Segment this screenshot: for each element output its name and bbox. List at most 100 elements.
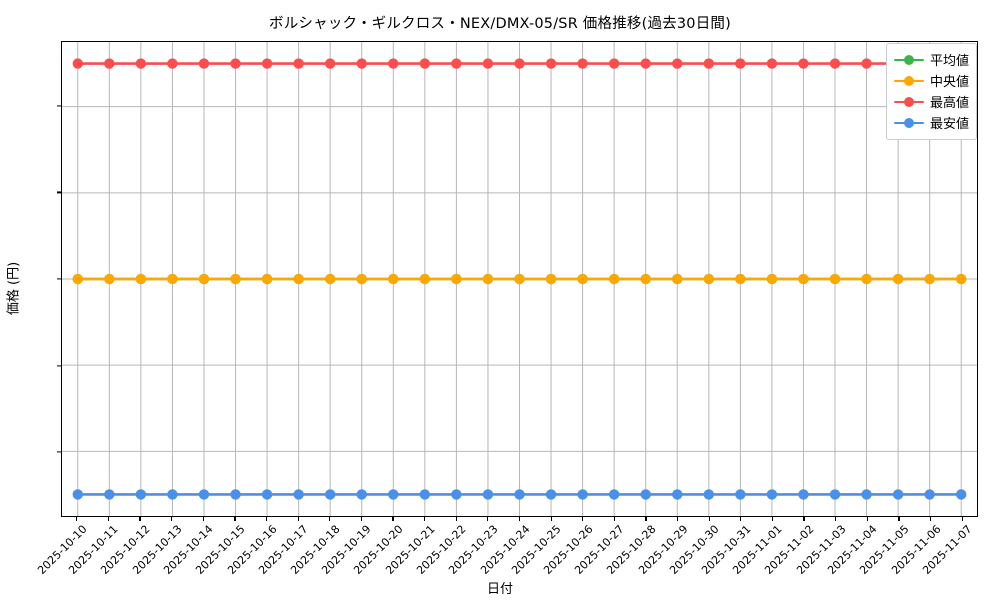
- y-axis-tick-mark: [57, 191, 61, 194]
- y-axis-label: 価格 (円): [6, 261, 22, 316]
- data-point-marker: [135, 58, 147, 69]
- y-axis-tick-mark: [57, 278, 61, 280]
- legend-label: 最高値: [930, 96, 970, 111]
- data-point-marker: [167, 273, 178, 285]
- data-point-marker: [451, 489, 462, 500]
- data-point-marker: [766, 58, 778, 69]
- plot-area: [61, 41, 978, 517]
- data-point-marker: [703, 58, 714, 69]
- data-point-marker: [167, 58, 178, 69]
- data-point-marker: [135, 273, 147, 285]
- data-point-marker: [261, 273, 273, 285]
- data-point-marker: [545, 58, 557, 69]
- data-point-marker: [766, 489, 778, 500]
- legend-item-2[interactable]: 中央値: [894, 70, 969, 91]
- data-point-marker: [293, 273, 304, 285]
- data-point-marker: [608, 489, 620, 500]
- x-axis-tick-mark: [234, 517, 236, 521]
- x-axis-tick-mark: [866, 517, 868, 521]
- x-axis-tick-mark: [929, 517, 932, 521]
- data-point-marker: [419, 489, 431, 500]
- data-point-marker: [861, 273, 872, 285]
- x-axis-tick-mark: [455, 517, 457, 521]
- data-point-marker: [861, 58, 872, 69]
- data-point-marker: [735, 489, 746, 500]
- data-point-marker: [545, 273, 557, 285]
- data-point-marker: [325, 273, 336, 285]
- data-point-marker: [577, 58, 588, 69]
- data-point-marker: [451, 58, 462, 69]
- data-point-marker: [672, 489, 683, 500]
- data-point-marker: [388, 273, 399, 285]
- data-point-marker: [293, 489, 304, 500]
- data-point-marker: [798, 273, 809, 285]
- data-point-marker: [892, 273, 904, 285]
- data-point-marker: [672, 58, 683, 69]
- data-point-marker: [924, 489, 935, 500]
- data-point-marker: [640, 489, 651, 500]
- data-point-marker: [956, 489, 967, 500]
- data-point-marker: [766, 273, 778, 285]
- x-axis-tick-mark: [424, 517, 426, 521]
- x-axis-tick-mark: [677, 517, 679, 521]
- y-axis-tick-mark: [57, 451, 61, 453]
- x-axis-tick-mark: [139, 517, 141, 521]
- data-point-marker: [104, 273, 115, 285]
- data-point-marker: [388, 58, 399, 69]
- data-point-marker: [356, 273, 367, 285]
- data-point-marker: [703, 273, 714, 285]
- data-point-marker: [104, 58, 115, 69]
- y-axis-tick-mark: [57, 364, 61, 367]
- legend-item-4[interactable]: 最安値: [894, 112, 969, 133]
- data-point-marker: [356, 58, 367, 69]
- data-point-marker: [198, 489, 210, 500]
- x-axis-label: 日付: [486, 582, 513, 597]
- data-point-marker: [829, 58, 841, 69]
- x-axis-tick-mark: [803, 517, 805, 521]
- data-point-marker: [325, 58, 336, 69]
- data-point-marker: [545, 489, 557, 500]
- x-axis-tick-mark: [708, 517, 710, 521]
- data-point-marker: [261, 489, 273, 500]
- x-axis-tick-mark: [487, 517, 489, 521]
- x-axis-tick-mark: [392, 517, 394, 521]
- data-point-marker: [798, 58, 809, 69]
- data-point-marker: [514, 58, 525, 69]
- data-point-marker: [861, 489, 872, 500]
- x-axis-tick-mark: [171, 517, 173, 521]
- x-axis-tick-mark: [645, 517, 647, 521]
- legend-item-1[interactable]: 平均値: [894, 49, 969, 70]
- legend-label: 平均値: [930, 54, 970, 69]
- data-point-marker: [672, 273, 683, 285]
- data-point-marker: [388, 489, 399, 500]
- legend-item-3[interactable]: 最高値: [894, 91, 969, 112]
- data-point-marker: [451, 273, 462, 285]
- x-axis-tick-mark: [265, 517, 268, 521]
- x-axis-tick-mark: [771, 517, 774, 521]
- data-point-marker: [482, 273, 494, 285]
- x-axis-tick-mark: [582, 517, 584, 521]
- data-point-marker: [230, 58, 241, 69]
- data-point-marker: [924, 273, 935, 285]
- x-axis-tick-mark: [835, 517, 837, 521]
- data-point-marker: [514, 489, 525, 500]
- series-3: [72, 58, 967, 69]
- data-point-marker: [419, 273, 431, 285]
- x-axis-tick-mark: [518, 517, 521, 521]
- data-point-marker: [798, 489, 809, 500]
- x-axis-tick-mark: [740, 517, 742, 521]
- data-point-marker: [261, 58, 273, 69]
- x-axis-tick-mark: [360, 517, 362, 521]
- x-axis-tick-mark: [961, 517, 963, 521]
- data-point-marker: [735, 273, 746, 285]
- data-series-layer: [72, 58, 967, 500]
- data-point-marker: [577, 273, 588, 285]
- data-point-marker: [293, 58, 304, 69]
- data-point-marker: [230, 489, 241, 500]
- data-point-marker: [735, 58, 746, 69]
- data-point-marker: [892, 489, 904, 500]
- x-axis-tick-mark: [297, 517, 299, 521]
- chart-legend[interactable]: 平均値 中央値最高値 最安値: [886, 43, 978, 140]
- data-point-marker: [608, 273, 620, 285]
